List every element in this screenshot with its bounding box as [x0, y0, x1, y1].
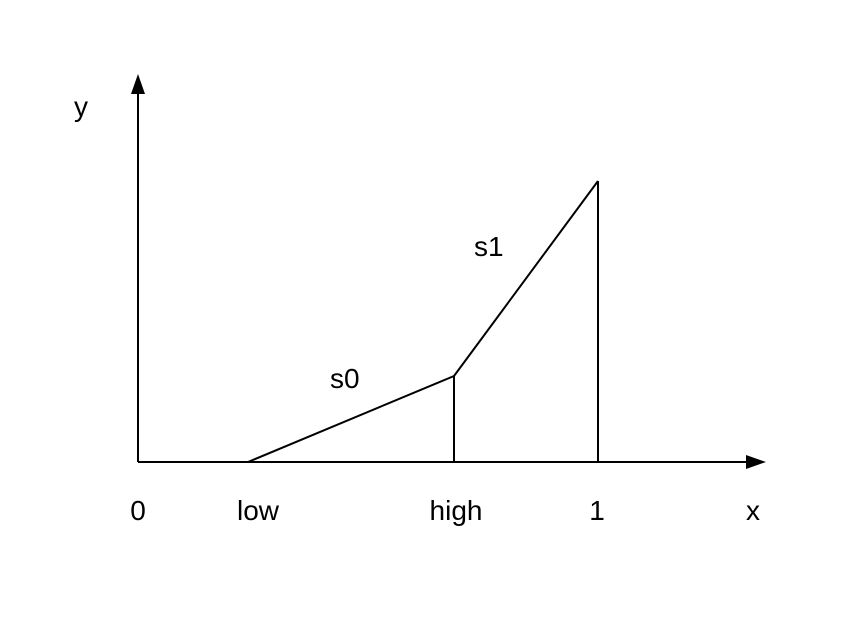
tick-label-one: 1 [589, 495, 605, 526]
x-axis-label: x [746, 495, 760, 526]
tick-label-low: low [237, 495, 280, 526]
segment-label-s1: s1 [474, 231, 504, 262]
y-axis-arrowhead [131, 74, 145, 94]
x-axis-arrowhead [746, 455, 766, 469]
tick-label-origin: 0 [130, 495, 146, 526]
tick-label-high: high [430, 495, 483, 526]
y-axis-label: y [74, 91, 88, 122]
segment-s1 [453, 180, 599, 377]
segment-s0 [247, 375, 455, 463]
segment-label-s0: s0 [330, 363, 360, 394]
